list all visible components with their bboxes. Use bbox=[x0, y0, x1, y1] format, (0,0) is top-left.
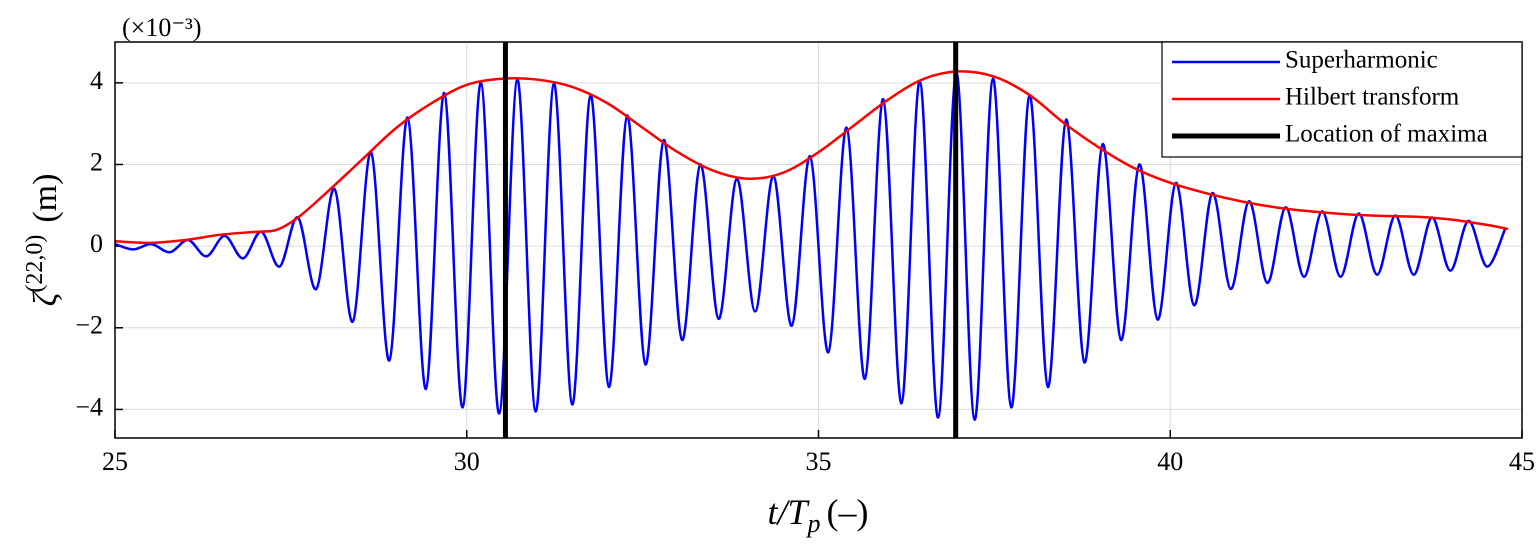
x-tick-label: 30 bbox=[454, 447, 480, 476]
x-tick-label: 40 bbox=[1157, 447, 1183, 476]
legend-label: Location of maxima bbox=[1285, 121, 1488, 148]
x-tick-label: 35 bbox=[806, 447, 832, 476]
x-tick-label: 45 bbox=[1509, 447, 1535, 476]
y-label-sup: (22,0) bbox=[22, 235, 48, 293]
y-axis-label: ζ(22,0) (m) bbox=[22, 174, 64, 307]
x-tick-label: 25 bbox=[102, 447, 128, 476]
x-label-main: t/T bbox=[767, 492, 810, 532]
y-tick-label: −4 bbox=[75, 392, 103, 421]
legend-label: Superharmonic bbox=[1285, 47, 1438, 74]
y-tick-label: −2 bbox=[75, 311, 103, 340]
series-line bbox=[114, 71, 1507, 421]
x-axis-label: t/Tp (–) bbox=[767, 492, 868, 538]
scale-label: (×10⁻³) bbox=[122, 13, 202, 42]
legend-label: Hilbert transform bbox=[1285, 84, 1460, 111]
y-tick-label: 0 bbox=[90, 229, 103, 258]
x-label-sub: p bbox=[806, 509, 821, 538]
y-label-symbol: ζ bbox=[27, 290, 64, 306]
x-label-unit: (–) bbox=[827, 492, 869, 532]
plot-frame bbox=[114, 41, 1523, 439]
y-tick-label: 4 bbox=[90, 66, 103, 95]
y-tick-label: 2 bbox=[90, 147, 103, 176]
legend: Superharmonic Hilbert transform Location o… bbox=[1161, 41, 1523, 158]
y-label-unit: (m) bbox=[27, 174, 64, 223]
series-line bbox=[114, 70, 1509, 245]
